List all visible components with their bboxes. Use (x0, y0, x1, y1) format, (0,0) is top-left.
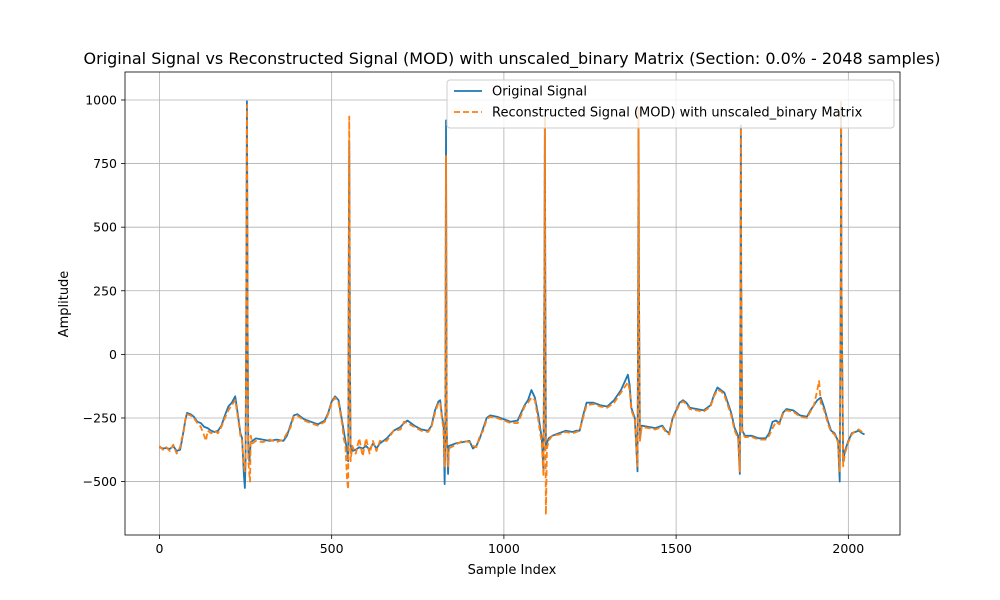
axis-ticks: 0 500 1000 1500 2000 −500 −250 0 250 500 750 1000 (83, 92, 865, 556)
x-tick-label: 0 (155, 541, 163, 556)
grid (125, 72, 900, 535)
y-tick-label: 1000 (85, 92, 117, 107)
series-reconstructed-signal-line (158, 99, 865, 516)
x-tick-label: 1000 (488, 541, 520, 556)
y-tick-label: −500 (83, 474, 117, 489)
x-tick-label: 1500 (660, 541, 692, 556)
y-tick-label: 500 (93, 220, 117, 235)
plot-frame (124, 71, 901, 536)
chart-title: Original Signal vs Reconstructed Signal … (84, 49, 941, 69)
legend-label-original: Original Signal (492, 85, 587, 100)
legend: Original Signal Reconstructed Signal (MO… (446, 79, 895, 129)
y-tick-label: −250 (83, 410, 117, 425)
x-tick-label: 500 (320, 541, 344, 556)
y-tick-label: 250 (93, 283, 117, 298)
x-tick-label: 2000 (832, 541, 864, 556)
y-axis-label: Amplitude (57, 271, 72, 338)
y-tick-label: 750 (93, 156, 117, 171)
y-tick-label: 0 (109, 347, 117, 362)
series-layer (158, 99, 865, 516)
x-axis-label: Sample Index (468, 563, 557, 578)
legend-label-reconstructed: Reconstructed Signal (MOD) with unscaled… (492, 106, 863, 121)
legend-box (446, 79, 895, 129)
